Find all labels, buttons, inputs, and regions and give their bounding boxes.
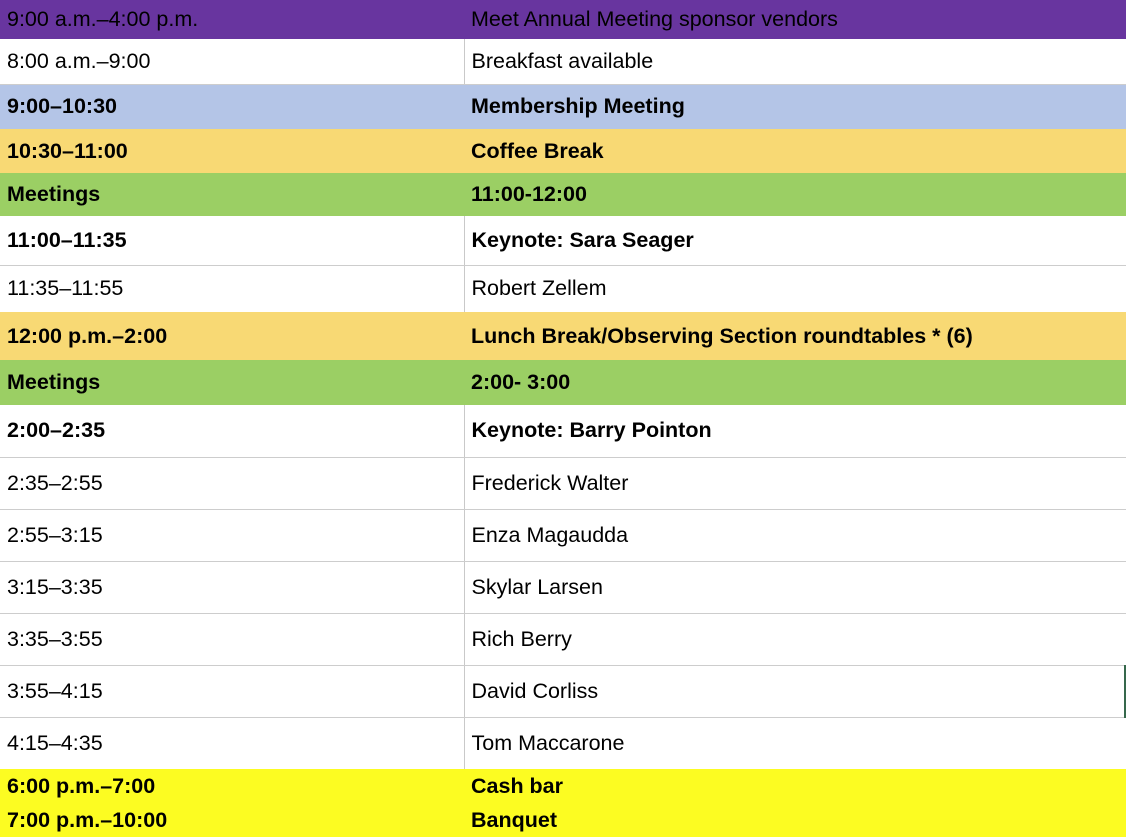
row-time: 11:00–11:35	[0, 216, 464, 266]
row-time: 8:00 a.m.–9:00	[0, 39, 464, 85]
row-time: 3:35–3:55	[0, 613, 464, 666]
table-row[interactable]: 9:00 a.m.–4:00 p.m. Meet Annual Meeting …	[0, 0, 1126, 39]
table-row[interactable]: 10:30–11:00 Coffee Break	[0, 129, 1126, 173]
row-time: 3:15–3:35	[0, 561, 464, 614]
table-row[interactable]: 3:55–4:15 David Corliss	[0, 665, 1126, 718]
row-description: Cash bar	[464, 769, 1126, 803]
row-time: 11:35–11:55	[0, 265, 464, 312]
table-row[interactable]: 7:00 p.m.–10:00 Banquet	[0, 803, 1126, 837]
table-row[interactable]: 12:00 p.m.–2:00 Lunch Break/Observing Se…	[0, 312, 1126, 360]
row-time: Meetings	[0, 360, 464, 405]
row-time: 3:55–4:15	[0, 665, 464, 718]
row-description: Coffee Break	[464, 129, 1126, 173]
row-description: 2:00- 3:00	[464, 360, 1126, 405]
row-time: 9:00–10:30	[0, 84, 464, 129]
row-description: David Corliss	[463, 665, 1126, 718]
row-time: 7:00 p.m.–10:00	[0, 803, 464, 837]
row-description: Keynote: Barry Pointon	[463, 405, 1126, 458]
row-description: 11:00-12:00	[464, 173, 1126, 216]
row-time: Meetings	[0, 173, 464, 216]
row-time: 2:55–3:15	[0, 509, 464, 562]
table-row[interactable]: 11:35–11:55 Robert Zellem	[0, 265, 1126, 312]
row-time: 9:00 a.m.–4:00 p.m.	[0, 0, 464, 39]
row-description: Skylar Larsen	[463, 561, 1126, 614]
table-row[interactable]: 9:00–10:30 Membership Meeting	[0, 84, 1126, 129]
table-row[interactable]: 11:00–11:35 Keynote: Sara Seager	[0, 216, 1126, 266]
row-description: Robert Zellem	[463, 265, 1126, 312]
table-row[interactable]: 2:00–2:35 Keynote: Barry Pointon	[0, 405, 1126, 458]
row-description: Frederick Walter	[463, 457, 1126, 510]
row-description: Rich Berry	[463, 613, 1126, 666]
row-time: 12:00 p.m.–2:00	[0, 312, 464, 360]
table-row[interactable]: 4:15–4:35 Tom Maccarone	[0, 717, 1126, 769]
row-time: 2:35–2:55	[0, 457, 464, 510]
row-time: 10:30–11:00	[0, 129, 464, 173]
row-description: Keynote: Sara Seager	[463, 216, 1126, 266]
row-description: Lunch Break/Observing Section roundtable…	[464, 312, 1126, 360]
row-description: Tom Maccarone	[463, 717, 1126, 769]
table-row[interactable]: Meetings 11:00-12:00	[0, 173, 1126, 216]
table-row[interactable]: 8:00 a.m.–9:00 Breakfast available	[0, 39, 1126, 85]
table-row[interactable]: 2:55–3:15 Enza Magaudda	[0, 509, 1126, 562]
row-time: 6:00 p.m.–7:00	[0, 769, 464, 803]
row-description: Banquet	[464, 803, 1126, 837]
table-row[interactable]: 3:35–3:55 Rich Berry	[0, 613, 1126, 666]
row-time: 2:00–2:35	[0, 405, 464, 458]
table-row[interactable]: 2:35–2:55 Frederick Walter	[0, 457, 1126, 510]
row-description: Enza Magaudda	[463, 509, 1126, 562]
row-description: Breakfast available	[463, 39, 1126, 85]
table-row[interactable]: Meetings 2:00- 3:00	[0, 360, 1126, 405]
table-row[interactable]: 6:00 p.m.–7:00 Cash bar	[0, 769, 1126, 803]
table-row[interactable]: 3:15–3:35 Skylar Larsen	[0, 561, 1126, 614]
row-time: 4:15–4:35	[0, 717, 464, 769]
row-description: Membership Meeting	[464, 84, 1126, 129]
row-description: Meet Annual Meeting sponsor vendors	[464, 0, 1126, 39]
